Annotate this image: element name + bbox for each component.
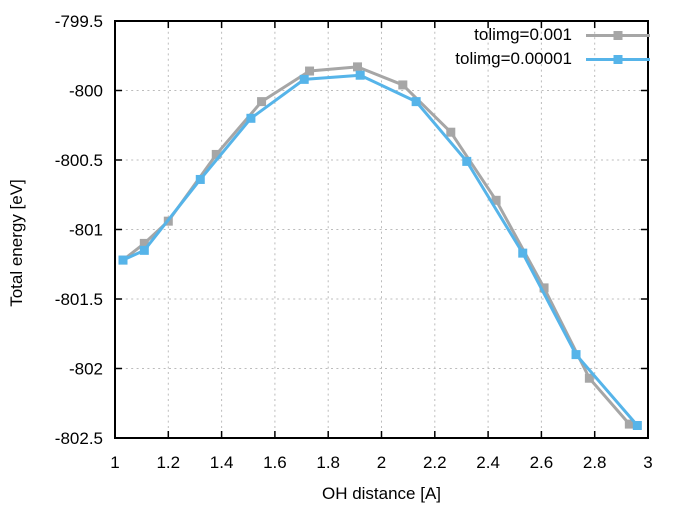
x-tick-label: 1.4 bbox=[210, 453, 234, 472]
legend-item-tolimg-0001: tolimg=0.001 bbox=[455, 24, 650, 46]
data-point-marker bbox=[139, 238, 149, 248]
x-tick-label: 1.2 bbox=[156, 453, 180, 472]
x-tick-label: 2.8 bbox=[583, 453, 607, 472]
data-point-marker bbox=[571, 350, 581, 360]
data-point-marker bbox=[398, 80, 408, 90]
data-point-marker bbox=[139, 245, 149, 255]
y-tick-labels: -799.5 -800 -800.5 -801 -801.5 -802 -802.5 bbox=[55, 12, 103, 448]
data-point-marker bbox=[446, 127, 456, 137]
x-tick-label: 2.2 bbox=[423, 453, 447, 472]
x-axis-title: OH distance [A] bbox=[321, 484, 442, 503]
series-tolimg=0.001 bbox=[118, 62, 634, 429]
legend-label: tolimg=0.00001 bbox=[455, 49, 572, 68]
tick-marks bbox=[114, 20, 649, 439]
x-tick-label: 1.8 bbox=[316, 453, 340, 472]
x-tick-label: 2.4 bbox=[476, 453, 500, 472]
data-point-marker bbox=[632, 420, 642, 430]
legend-label: tolimg=0.001 bbox=[474, 25, 572, 44]
data-point-marker bbox=[411, 97, 421, 107]
y-tick-label: -802.5 bbox=[55, 429, 103, 448]
series-line bbox=[121, 73, 639, 427]
data-point-marker bbox=[305, 66, 315, 76]
data-point-marker bbox=[246, 113, 256, 123]
data-point-marker bbox=[355, 70, 365, 80]
y-tick-label: -799.5 bbox=[55, 12, 103, 31]
legend-item-tolimg-000001: tolimg=0.00001 bbox=[455, 48, 650, 70]
x-tick-label: 1 bbox=[110, 453, 119, 472]
y-tick-label: -801.5 bbox=[55, 290, 103, 309]
x-tick-label: 2.6 bbox=[530, 453, 554, 472]
legend-line-sample-blue bbox=[586, 54, 650, 64]
series-line bbox=[121, 65, 631, 426]
data-point-marker bbox=[195, 174, 205, 184]
x-tick-labels: 1 1.2 1.4 1.6 1.8 2 2.2 2.4 2.6 2.8 3 bbox=[110, 453, 652, 472]
legend-square-marker-icon bbox=[613, 54, 623, 64]
data-point-marker bbox=[118, 255, 128, 265]
y-tick-label: -801 bbox=[69, 221, 103, 240]
x-tick-label: 3 bbox=[643, 453, 652, 472]
legend-line-sample-gray bbox=[586, 30, 650, 40]
data-point-marker bbox=[211, 149, 221, 159]
data-point-marker bbox=[299, 74, 309, 84]
data-point-marker bbox=[462, 156, 472, 166]
y-axis-title: Total energy [eV] bbox=[7, 179, 26, 307]
data-point-marker bbox=[491, 195, 501, 205]
data-point-marker bbox=[624, 419, 634, 429]
series-tolimg=0.00001 bbox=[118, 70, 642, 430]
data-point-marker bbox=[518, 248, 528, 258]
y-tick-label: -800 bbox=[69, 82, 103, 101]
x-tick-label: 2 bbox=[377, 453, 386, 472]
y-tick-label: -802 bbox=[69, 360, 103, 379]
data-point-marker bbox=[257, 97, 267, 107]
legend-square-marker-icon bbox=[613, 30, 623, 40]
legend: tolimg=0.001 tolimg=0.00001 bbox=[455, 24, 650, 70]
data-point-marker bbox=[353, 62, 363, 72]
data-point-marker bbox=[539, 283, 549, 293]
grid-lines bbox=[115, 21, 648, 438]
data-point-marker bbox=[584, 373, 594, 383]
x-tick-label: 1.6 bbox=[263, 453, 287, 472]
y-tick-label: -800.5 bbox=[55, 151, 103, 170]
